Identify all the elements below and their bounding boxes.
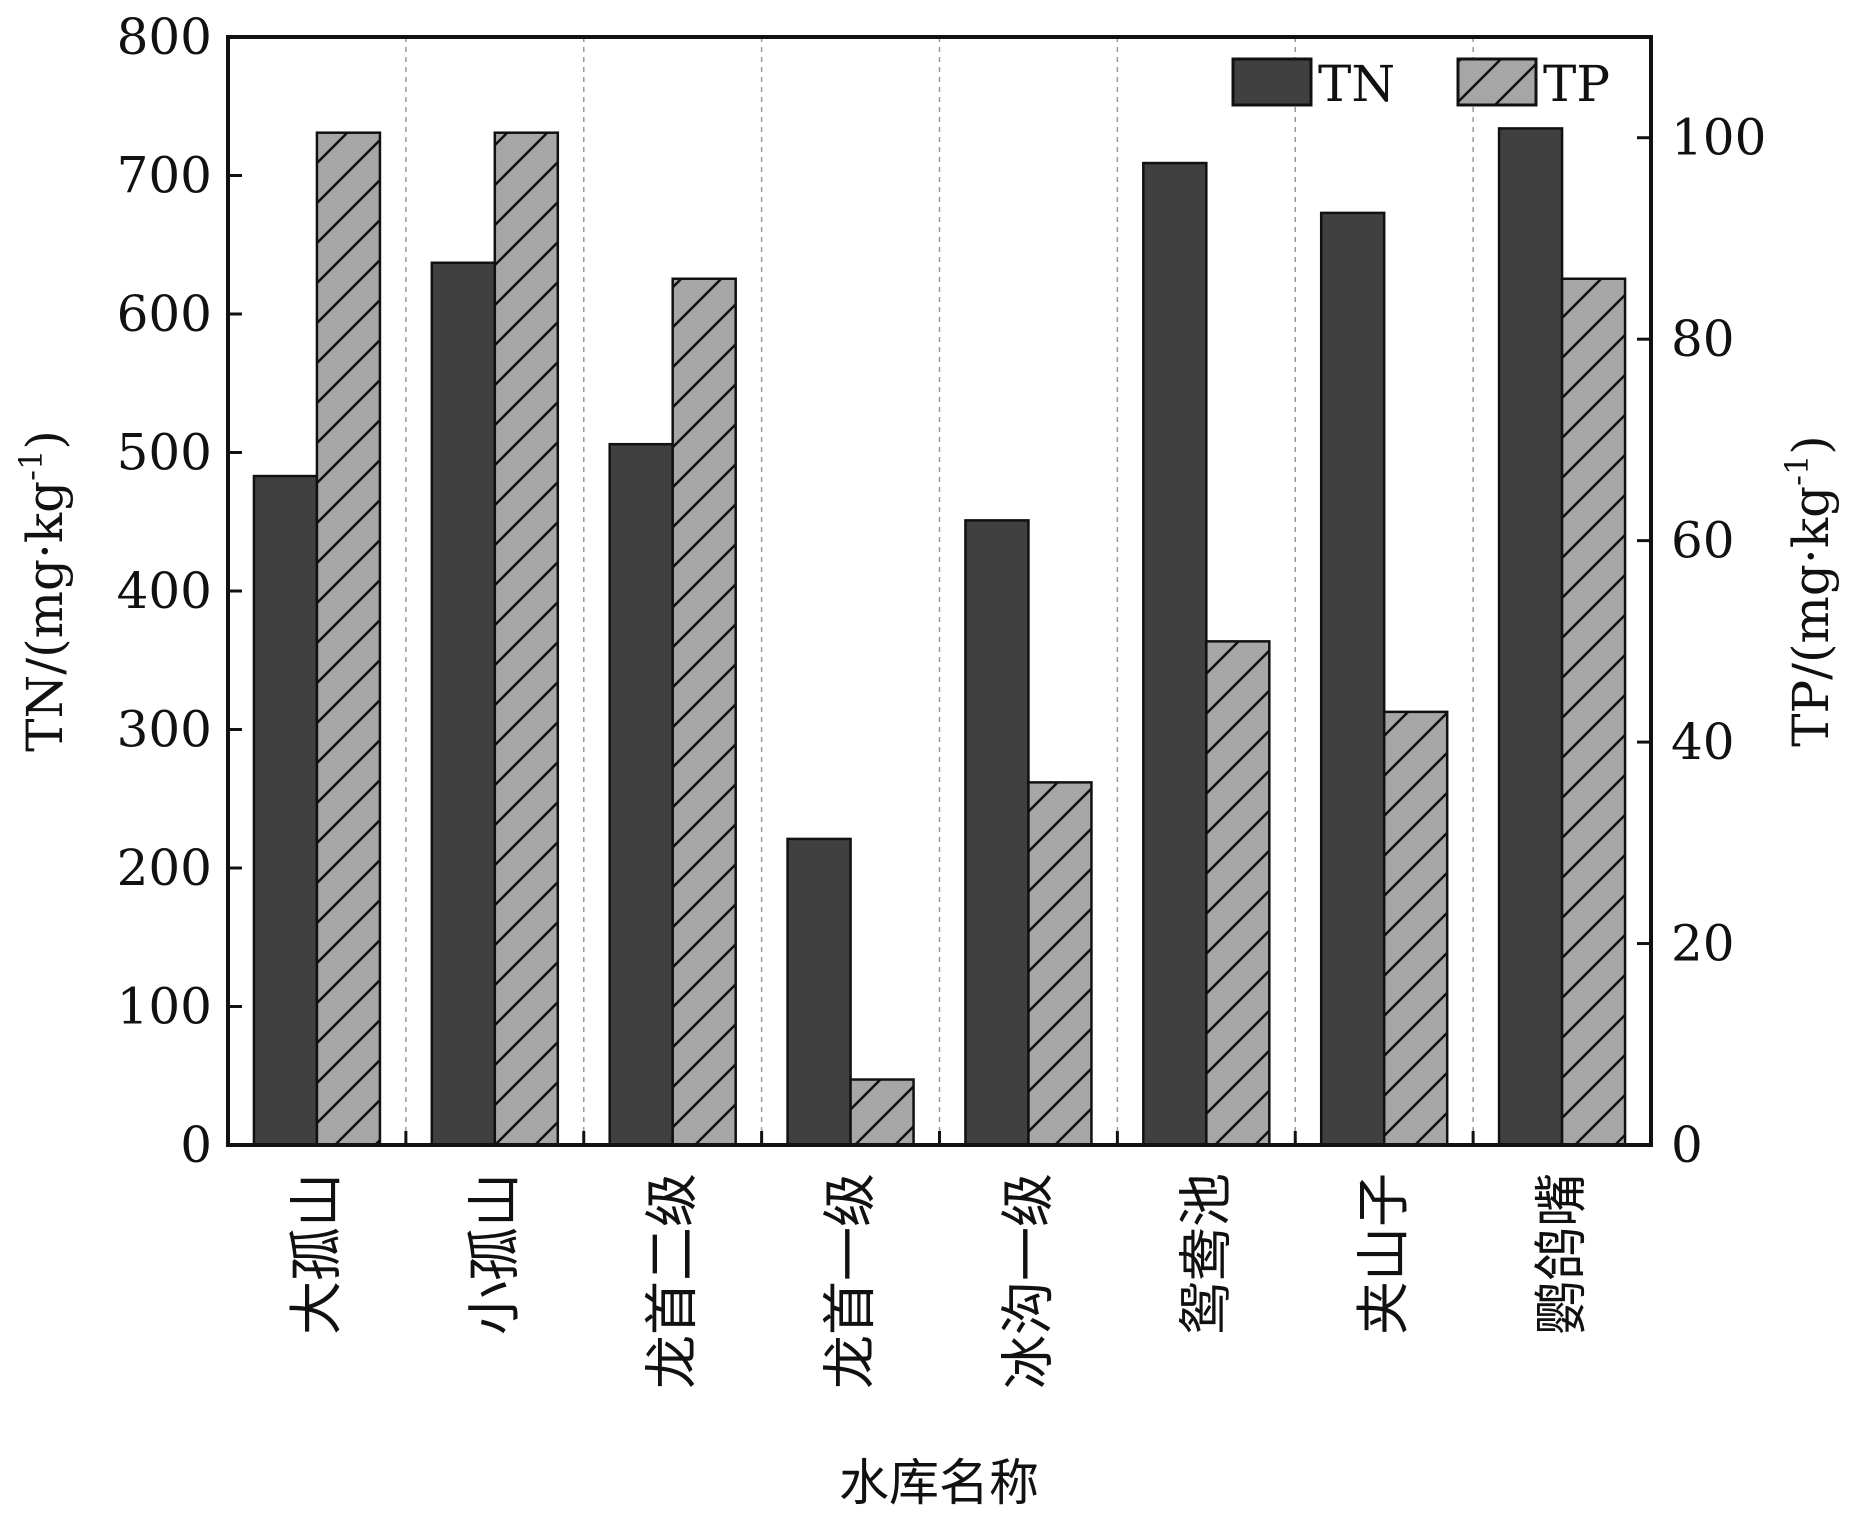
x-tick-label: 龙首二级: [641, 1173, 704, 1389]
bars: [252, 127, 1627, 1147]
right-axis: 0 20 40 60 80 100: [1637, 109, 1766, 1174]
x-tick-label: 冰沟一级: [996, 1173, 1059, 1389]
x-tick-label: 龙首一级: [819, 1173, 882, 1389]
y-tick-label: 300: [117, 701, 212, 759]
y-tick-label: 800: [117, 8, 212, 66]
bar-tp: [1382, 710, 1449, 1147]
y2-tick-label: 0: [1671, 1116, 1703, 1174]
legend: TN TP: [1231, 55, 1610, 113]
y-tick-label: 700: [117, 147, 212, 205]
y2-tick-label: 40: [1671, 713, 1735, 771]
legend-swatch-tp: [1456, 57, 1538, 107]
y2-axis-title-close: ): [1782, 435, 1840, 455]
x-tick-label: 小孤山: [463, 1173, 526, 1335]
bar-tn: [1497, 127, 1564, 1147]
y-axis-title-sup: -1: [12, 450, 50, 481]
x-tick-label: 大孤山: [285, 1173, 348, 1335]
y-axis-title-main: TN/(mg·kg: [16, 481, 74, 752]
y2-axis-title-sup: -1: [1778, 455, 1816, 486]
y-tick-label: 100: [117, 978, 212, 1036]
legend-label-tn: TN: [1318, 55, 1395, 113]
y2-tick-label: 100: [1671, 109, 1766, 167]
y-tick-label: 400: [117, 562, 212, 620]
left-axis: 0 100 200 300 400 500 600 700 800: [117, 8, 242, 1174]
y2-tick-label: 80: [1671, 310, 1735, 368]
x-axis: 大孤山 小孤山 龙首二级 龙首一级 冰沟一级 鸳鸯池 夹山子 鹦鸽嘴: [285, 1131, 1593, 1389]
y-axis-title-close: ): [16, 430, 74, 450]
y-tick-label: 600: [117, 285, 212, 343]
bar-tn: [252, 474, 319, 1147]
y-tick-label: 500: [117, 424, 212, 482]
bar-tp: [671, 277, 737, 1147]
y-tick-label: 0: [180, 1116, 212, 1174]
bar-tn: [608, 442, 674, 1147]
bar-tp: [1205, 640, 1271, 1147]
y2-axis-title: TP/(mg·kg-1): [1778, 435, 1840, 747]
bar-tp: [315, 131, 382, 1147]
x-axis-title: 水库名称: [839, 1454, 1039, 1512]
grid-lines: [405, 37, 1474, 1145]
x-tick-label: 夹山子: [1352, 1173, 1415, 1335]
bar-tn: [1319, 211, 1386, 1147]
bar-tp: [1560, 277, 1627, 1147]
legend-label-tp: TP: [1543, 55, 1610, 113]
bar-tn: [430, 261, 497, 1147]
bar-tn: [1142, 161, 1208, 1147]
y2-tick-label: 20: [1671, 915, 1735, 973]
y2-axis-title-main: TP/(mg·kg: [1782, 486, 1840, 747]
y2-tick-label: 60: [1671, 512, 1735, 570]
bar-tn: [786, 837, 852, 1147]
legend-swatch-tn: [1231, 57, 1313, 107]
x-tick-label: 鸳鸯池: [1174, 1173, 1237, 1335]
bar-tn: [964, 519, 1030, 1147]
y-tick-label: 200: [117, 839, 212, 897]
x-tick-label: 鹦鸽嘴: [1530, 1173, 1593, 1335]
bar-tp: [849, 1078, 915, 1147]
y-axis-title: TN/(mg·kg-1): [12, 430, 74, 752]
bar-tp: [493, 131, 560, 1147]
bar-tp: [1027, 781, 1093, 1147]
